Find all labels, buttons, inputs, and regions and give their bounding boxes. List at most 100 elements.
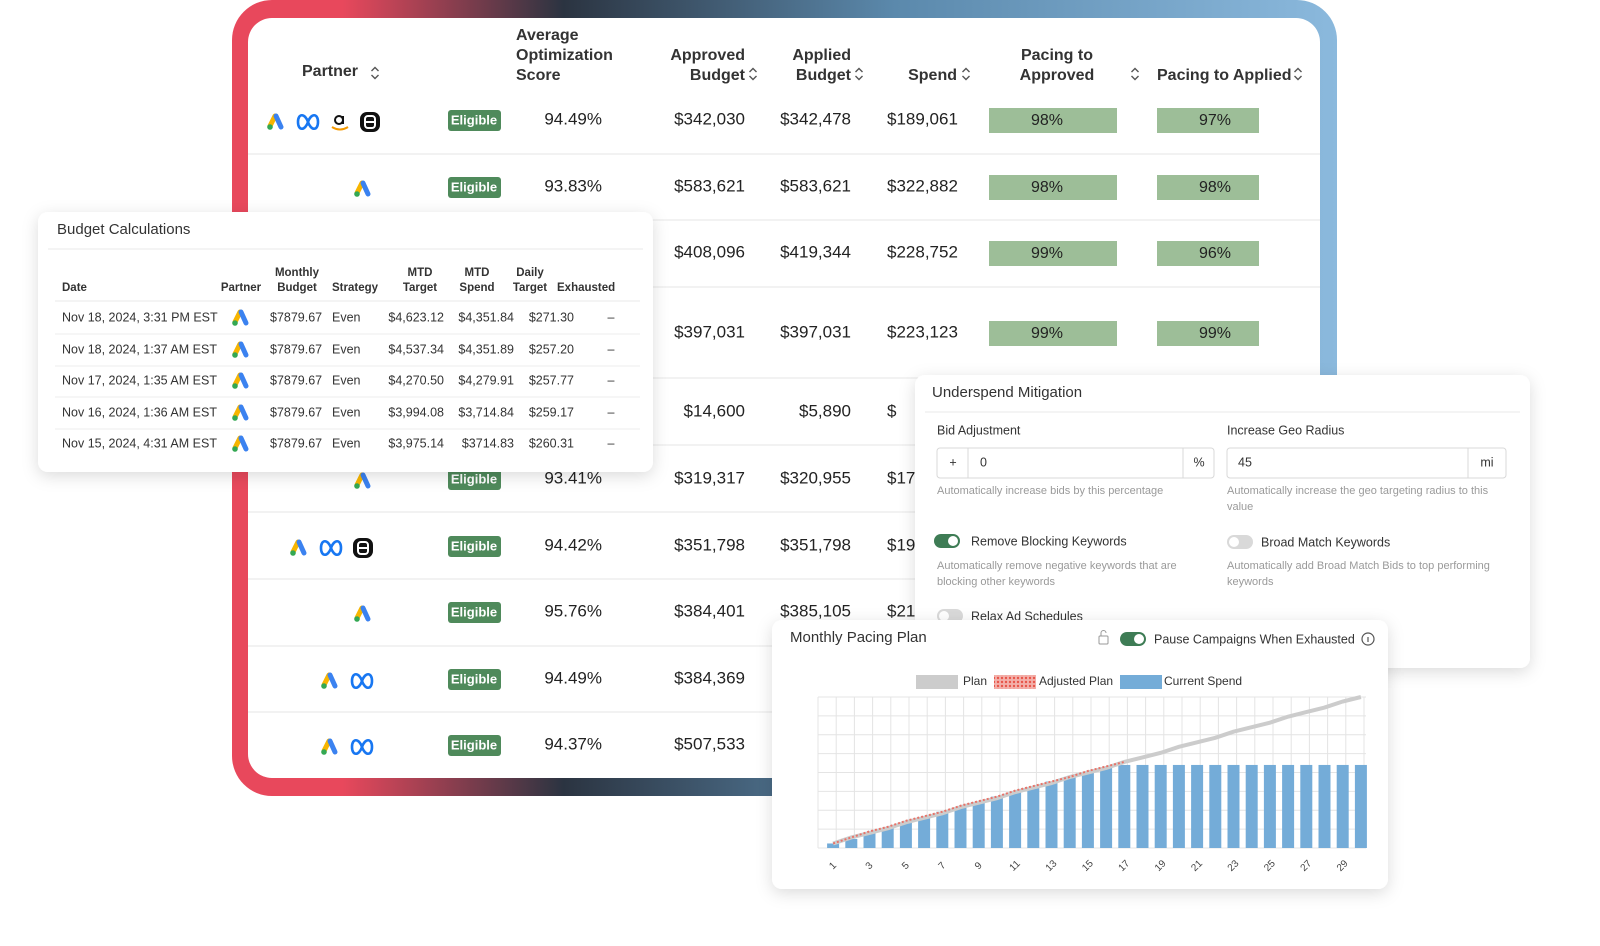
budget-cell: – (608, 373, 615, 387)
applied-budget: $5,890 (799, 401, 851, 420)
approved-budget: $397,031 (674, 322, 745, 341)
budget-cell: $7879.67 (270, 310, 322, 324)
bar (1154, 764, 1167, 848)
toggle-label: Pause Campaigns When Exhausted (1154, 632, 1355, 646)
bar (881, 828, 894, 848)
budget-cell: – (608, 310, 615, 324)
bar (1063, 777, 1076, 848)
column-header: Applied (792, 47, 851, 64)
budget-cell: $4,270.50 (388, 373, 444, 387)
pacing-cell (1157, 321, 1259, 346)
column-header: Target (403, 282, 437, 294)
toggle-label: Remove Blocking Keywords (971, 534, 1127, 548)
score: 95.76% (544, 601, 602, 620)
bar (1136, 764, 1149, 848)
score: 93.83% (544, 176, 602, 195)
toggle-knob (939, 611, 949, 621)
column-header: Average (516, 27, 579, 44)
input (1226, 447, 1507, 479)
pacing-approved: 99% (1031, 325, 1063, 342)
google-icon (296, 539, 307, 556)
eligible-badge (448, 735, 501, 756)
bar (1227, 764, 1240, 848)
approved-budget: $408,096 (674, 242, 745, 261)
column-header: Date (62, 282, 87, 294)
card-title: Budget Calculations (57, 221, 190, 238)
legend-label: Current Spend (1164, 674, 1242, 688)
pacing-applied: 98% (1199, 179, 1231, 196)
toggle-label: Broad Match Keywords (1261, 535, 1390, 549)
budget-cell: $3,714.84 (458, 405, 514, 419)
input-prefix: + (949, 455, 956, 469)
column-header: Target (513, 282, 547, 294)
column-header: Approved (1020, 67, 1095, 84)
bar (1300, 764, 1313, 848)
bar (1191, 764, 1204, 848)
google-icon (354, 191, 360, 197)
budget-cell: Even (332, 373, 361, 387)
meta-icon (350, 672, 374, 690)
google-icon (321, 749, 327, 755)
amazon-icon (331, 126, 349, 131)
approved-budget: $384,369 (674, 668, 745, 687)
bar (899, 822, 912, 848)
budget-cell: $7879.67 (270, 436, 322, 450)
pacing-approved: 98% (1031, 179, 1063, 196)
score: 94.37% (544, 734, 602, 753)
approved-budget: $384,401 (674, 601, 745, 620)
bar (1118, 764, 1131, 848)
card (772, 620, 1388, 889)
column-header: Partner (302, 63, 358, 80)
pacing-approved: 99% (1031, 245, 1063, 262)
google-icon (354, 616, 360, 622)
budget-cell: Even (332, 405, 361, 419)
bar (1045, 781, 1058, 848)
applied-budget: $385,105 (780, 601, 851, 620)
eligible-badge-text: Eligible (451, 112, 497, 127)
google-icon (238, 372, 249, 389)
spend: $17 (887, 468, 915, 487)
column-header: Strategy (332, 282, 379, 294)
bar (1282, 764, 1295, 848)
toggle-knob (1229, 537, 1239, 547)
google-icon (360, 605, 371, 622)
pacing-applied: 99% (1199, 325, 1231, 342)
google-icon (238, 341, 249, 358)
help-text: Automatically remove negative keywords t… (937, 560, 1177, 572)
pacing-cell (1157, 108, 1259, 133)
bar (936, 811, 949, 848)
pacing-cell (1157, 241, 1259, 266)
bar (1081, 772, 1094, 848)
score: 94.49% (544, 109, 602, 128)
score: 93.41% (544, 468, 602, 487)
google-icon (360, 472, 371, 489)
budget-cell: – (608, 436, 615, 450)
column-header: Budget (277, 282, 317, 294)
toggle-label: Relax Ad Schedules (971, 609, 1083, 623)
google-icon (327, 738, 338, 755)
bar (827, 843, 840, 848)
card-title: Underspend Mitigation (932, 384, 1082, 401)
budget-cell: Nov 18, 2024, 1:37 AM EST (62, 342, 217, 356)
budget-cell: Even (332, 436, 361, 450)
eligible-badge-text: Eligible (451, 179, 497, 194)
budget-cell: $3,975.14 (388, 436, 444, 450)
spend: $322,882 (887, 176, 958, 195)
lock-icon (1100, 630, 1107, 636)
underspend-card: Underspend Mitigation Bid Adjustment + 0 % Au… (915, 375, 1530, 668)
main-table: Partner Average Optimization Score Approved B… (248, 27, 1320, 756)
eligible-badge (448, 602, 501, 623)
meta-icon (319, 539, 343, 557)
budget-cell: $3,994.08 (388, 405, 444, 419)
meta-icon (350, 738, 374, 756)
bar (1336, 764, 1349, 848)
spend: $228,752 (887, 242, 958, 261)
input (936, 447, 1215, 479)
help-text: keywords (1227, 576, 1274, 588)
sort-icon (1294, 67, 1302, 81)
column-header: Budget (690, 67, 746, 84)
spend: $223,123 (887, 322, 958, 341)
column-header: Approved (670, 47, 745, 64)
field-label: Bid Adjustment (937, 423, 1021, 437)
